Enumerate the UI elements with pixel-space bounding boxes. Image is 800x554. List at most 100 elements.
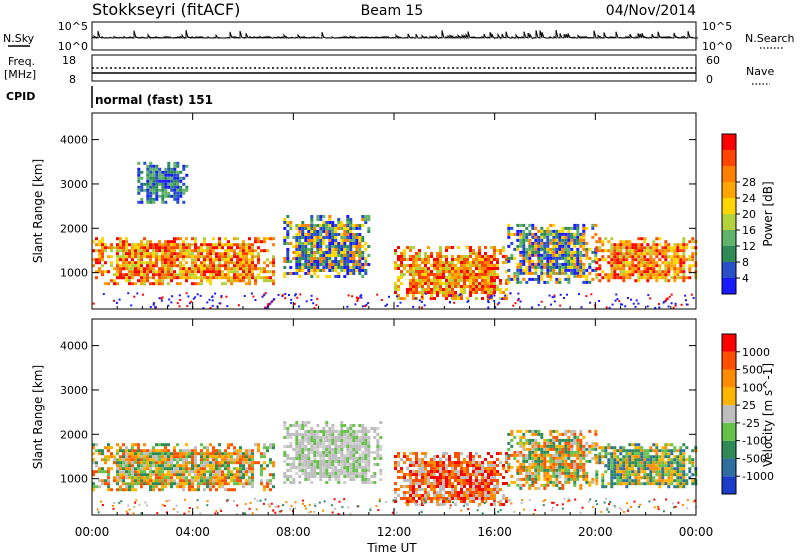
- heatmap-cell: [430, 485, 433, 488]
- heatmap-speckle: [449, 294, 452, 297]
- heatmap-cell: [122, 249, 125, 253]
- heatmap-cell: [664, 252, 668, 256]
- heatmap-cell: [591, 259, 595, 263]
- heatmap-cell: [146, 188, 150, 192]
- heatmap-cell: [316, 472, 320, 475]
- heatmap-cell: [664, 258, 668, 262]
- heatmap-cell: [242, 455, 245, 459]
- heatmap-cell: [525, 232, 529, 236]
- heatmap-cell: [200, 470, 203, 474]
- heatmap-cell: [576, 271, 580, 275]
- heatmap-cell: [433, 467, 436, 470]
- heatmap-cell: [460, 461, 463, 464]
- heatmap-cell: [140, 264, 143, 268]
- heatmap-cell: [227, 270, 230, 274]
- heatmap-cell: [137, 185, 141, 189]
- heatmap-cell: [242, 246, 245, 250]
- heatmap-cell: [146, 458, 149, 462]
- heatmap-cell: [218, 240, 221, 244]
- heatmap-cell: [173, 452, 176, 456]
- heatmap-cell: [197, 488, 200, 492]
- heatmap-cell: [298, 466, 302, 469]
- heatmap-cell: [549, 480, 553, 484]
- heatmap-cell: [346, 236, 350, 239]
- heatmap-cell: [361, 472, 365, 475]
- heatmap-cell: [510, 465, 514, 469]
- heatmap-cell: [555, 468, 559, 472]
- heatmap-cell: [528, 238, 532, 242]
- heatmap-cell: [397, 452, 400, 455]
- heatmap-cell: [167, 173, 171, 177]
- heatmap-cell: [528, 477, 532, 481]
- heatmap-cell: [418, 252, 421, 255]
- heatmap-cell: [230, 488, 233, 492]
- heatmap-cell: [92, 443, 95, 447]
- heatmap-cell: [155, 179, 159, 183]
- heatmap-cell: [140, 170, 144, 174]
- heatmap-cell: [182, 482, 185, 486]
- heatmap-cell: [319, 460, 323, 463]
- heatmap-cell: [361, 245, 365, 248]
- heatmap-cell: [427, 267, 430, 270]
- heatmap-cell: [516, 271, 520, 275]
- heatmap-cell: [221, 273, 224, 277]
- heatmap-cell: [283, 451, 287, 454]
- heatmap-speckle: [672, 306, 675, 309]
- heatmap-cell: [552, 459, 556, 463]
- heatmap-cell: [555, 256, 559, 260]
- heatmap-cell: [628, 240, 632, 244]
- heatmap-cell: [170, 455, 173, 459]
- heatmap-cell: [531, 247, 535, 251]
- heatmap-cell: [283, 272, 287, 275]
- heatmap-cell: [137, 267, 140, 271]
- heatmap-cell: [564, 241, 568, 245]
- heatmap-cell: [188, 461, 191, 465]
- heatmap-cell: [257, 255, 260, 259]
- heatmap-cell: [209, 252, 212, 256]
- heatmap-speckle: [354, 303, 357, 306]
- heatmap-cell: [585, 474, 589, 478]
- heatmap-speckle: [580, 306, 583, 309]
- heatmap-cell: [534, 462, 538, 466]
- heatmap-cell: [179, 188, 183, 192]
- heatmap-cell: [634, 264, 638, 268]
- heatmap-cell: [502, 246, 505, 249]
- heatmap-cell: [616, 458, 620, 462]
- heatmap-cell: [322, 260, 326, 263]
- heatmap-cell: [119, 243, 122, 247]
- heatmap-cell: [209, 264, 212, 268]
- heatmap-cell: [430, 291, 433, 294]
- heatmap-cell: [322, 463, 326, 466]
- heatmap-cell: [646, 249, 650, 253]
- heatmap-cell: [493, 479, 496, 482]
- heatmap-cell: [463, 476, 466, 479]
- heatmap-cell: [167, 482, 170, 486]
- heatmap-cell: [610, 467, 614, 471]
- heatmap-cell: [113, 267, 116, 271]
- heatmap-cell: [475, 482, 478, 485]
- heatmap-cell: [436, 273, 439, 276]
- heatmap-cell: [454, 497, 457, 500]
- heatmap-cell: [176, 252, 179, 256]
- heatmap-cell: [152, 170, 156, 174]
- heatmap-cell: [655, 261, 659, 265]
- heatmap-cell: [110, 279, 113, 283]
- heatmap-cell: [505, 258, 508, 261]
- heatmap-cell: [289, 457, 293, 460]
- heatmap-cell: [161, 461, 164, 465]
- heatmap-cell: [610, 264, 614, 268]
- heatmap-cell: [101, 270, 104, 274]
- heatmap-cell: [331, 475, 335, 478]
- heatmap-cell: [349, 439, 353, 442]
- heatmap-cell: [595, 443, 599, 447]
- heatmap-cell: [546, 244, 550, 248]
- heatmap-cell: [173, 482, 176, 486]
- heatmap-cell: [439, 267, 442, 270]
- heatmap-cell: [499, 279, 502, 282]
- heatmap-cell: [131, 270, 134, 274]
- heatmap-cell: [203, 264, 206, 268]
- heatmap-cell: [134, 470, 137, 474]
- heatmap-cell: [397, 455, 400, 458]
- heatmap-cell: [185, 461, 188, 465]
- heatmap-cell: [631, 264, 635, 268]
